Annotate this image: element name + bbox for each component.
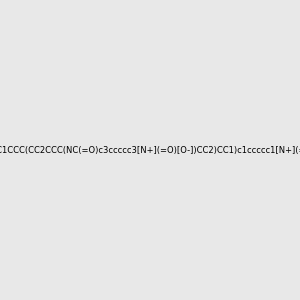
Text: O=C(NC1CCC(CC2CCC(NC(=O)c3ccccc3[N+](=O)[O-])CC2)CC1)c1ccccc1[N+](=O)[O-]: O=C(NC1CCC(CC2CCC(NC(=O)c3ccccc3[N+](=O)… [0,146,300,154]
